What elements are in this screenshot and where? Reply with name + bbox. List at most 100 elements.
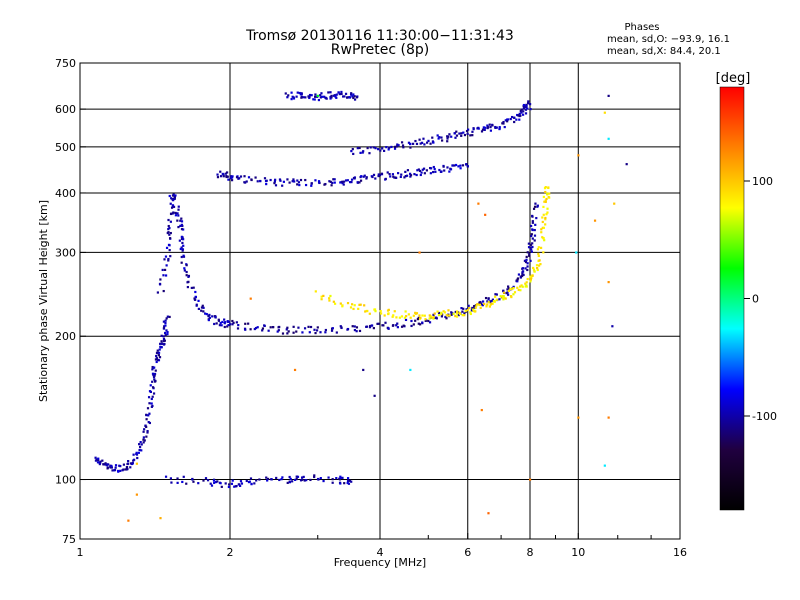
data-point	[429, 172, 432, 175]
data-point	[174, 211, 177, 215]
data-point	[522, 107, 526, 110]
data-point	[162, 274, 165, 277]
data-point	[355, 330, 358, 333]
data-point	[278, 478, 281, 482]
data-point	[177, 205, 180, 208]
data-point	[227, 483, 231, 486]
data-point	[482, 126, 485, 129]
data-point	[491, 124, 494, 127]
data-point	[516, 278, 519, 281]
data-point	[226, 325, 229, 328]
data-point	[294, 478, 297, 482]
data-point	[431, 316, 434, 319]
data-point	[432, 313, 435, 316]
data-point	[462, 307, 465, 310]
data-point	[173, 196, 176, 199]
data-point	[422, 137, 425, 140]
data-point	[468, 306, 471, 310]
data-point	[546, 211, 549, 214]
data-point	[288, 475, 291, 479]
data-point	[516, 280, 519, 283]
data-point	[445, 317, 448, 320]
data-point	[335, 93, 338, 96]
data-point	[466, 308, 469, 312]
data-point	[176, 481, 179, 484]
data-point	[489, 300, 492, 303]
data-point	[459, 164, 462, 167]
data-point	[450, 313, 453, 316]
data-point	[432, 165, 435, 169]
data-point	[461, 310, 464, 313]
data-point	[183, 269, 186, 272]
data-point	[405, 315, 408, 318]
data-point	[429, 316, 432, 319]
data-point	[542, 195, 545, 199]
data-point	[544, 200, 547, 204]
data-point	[577, 154, 580, 157]
data-point	[148, 421, 152, 425]
data-point	[235, 321, 238, 324]
data-point	[503, 125, 506, 129]
data-point	[224, 172, 227, 175]
data-point	[372, 327, 375, 330]
data-point	[529, 246, 532, 249]
data-point	[405, 174, 409, 177]
data-point	[384, 178, 387, 181]
data-point	[450, 135, 453, 138]
data-point	[535, 216, 538, 220]
data-point	[469, 312, 472, 316]
data-point	[335, 477, 338, 480]
data-point	[361, 151, 364, 154]
data-point	[412, 323, 415, 326]
data-point	[97, 457, 100, 460]
data-point	[313, 474, 316, 477]
data-point	[349, 93, 353, 96]
data-point	[392, 175, 395, 178]
data-point	[191, 478, 194, 481]
data-point	[322, 479, 325, 483]
data-point	[105, 464, 108, 467]
data-point	[94, 459, 98, 462]
data-point	[163, 258, 166, 261]
data-point	[315, 329, 319, 332]
data-point	[135, 493, 138, 496]
data-point	[483, 302, 486, 306]
data-point	[410, 319, 413, 323]
data-point	[409, 368, 412, 372]
data-point	[487, 297, 490, 300]
data-point	[393, 147, 397, 150]
data-point	[487, 301, 490, 304]
data-point	[519, 285, 522, 288]
data-point	[575, 251, 578, 254]
data-point	[536, 268, 539, 272]
data-point	[390, 145, 393, 149]
data-point	[440, 136, 443, 139]
data-point	[162, 289, 165, 293]
data-point	[183, 267, 186, 270]
data-point	[239, 480, 243, 483]
data-point	[192, 286, 195, 289]
data-point	[460, 307, 463, 310]
data-point	[150, 402, 153, 405]
data-point	[446, 137, 449, 140]
data-point	[387, 308, 390, 311]
data-point	[352, 93, 355, 96]
x-tick-label: 2	[227, 546, 234, 559]
data-point	[372, 173, 376, 176]
data-point	[333, 181, 336, 184]
data-point	[314, 290, 317, 293]
data-point	[159, 346, 163, 349]
data-point	[342, 95, 345, 98]
data-point	[288, 181, 291, 184]
data-point	[437, 314, 441, 317]
data-point	[292, 178, 295, 181]
data-point	[204, 312, 207, 315]
data-point	[346, 302, 350, 305]
data-point	[346, 96, 349, 99]
data-point	[310, 184, 313, 187]
data-point	[119, 469, 122, 472]
data-point	[240, 482, 244, 485]
data-point	[531, 242, 534, 245]
data-point	[607, 94, 610, 97]
data-point	[335, 331, 338, 334]
